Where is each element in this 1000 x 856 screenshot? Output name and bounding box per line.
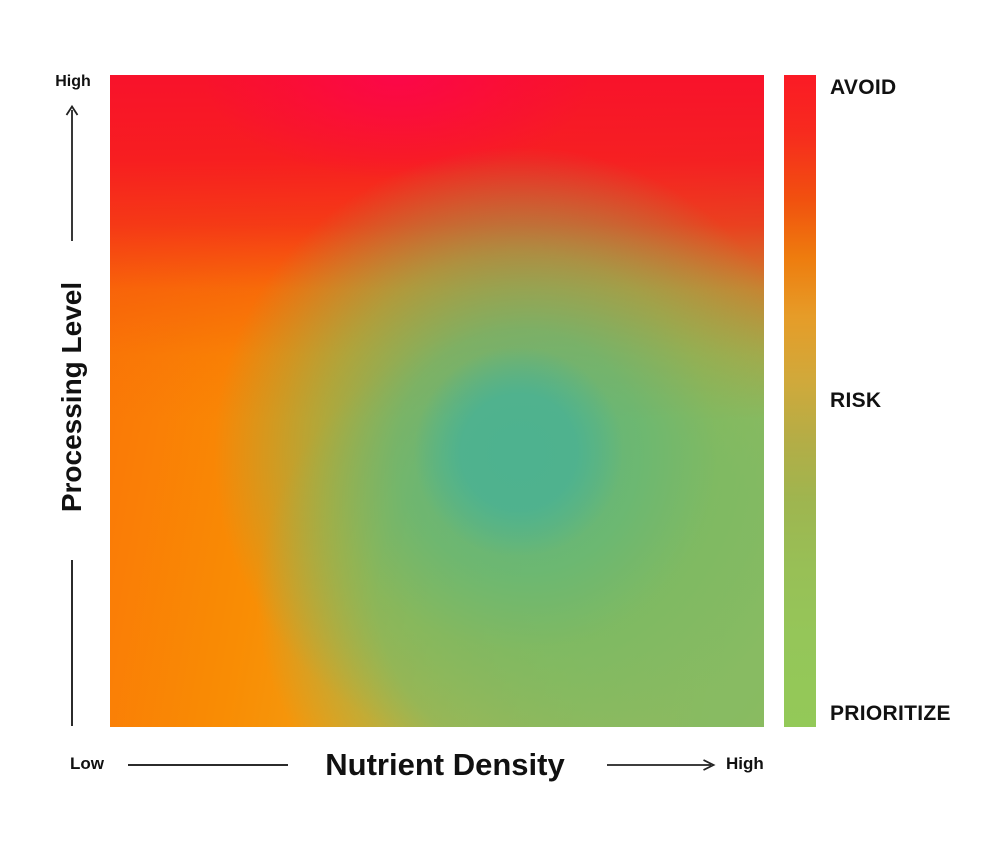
legend-label-risk: RISK — [830, 389, 882, 412]
x-axis-title: Nutrient Density — [325, 747, 565, 782]
x-axis-line — [128, 764, 288, 766]
y-axis-title: Processing Level — [56, 281, 87, 513]
y-axis-line — [71, 560, 73, 726]
y-axis-max-label: High — [55, 73, 91, 90]
x-axis-max-label: High — [726, 754, 764, 773]
heatmap-surface — [110, 75, 764, 727]
legend-label-prioritize: PRIORITIZE — [830, 702, 951, 725]
x-axis-arrow-right-icon — [605, 758, 721, 777]
legend-label-avoid: AVOID — [830, 76, 897, 99]
x-axis-min-label: Low — [70, 754, 104, 773]
y-axis-arrow-up-icon — [64, 103, 80, 248]
legend-gradient-bar — [784, 75, 816, 727]
